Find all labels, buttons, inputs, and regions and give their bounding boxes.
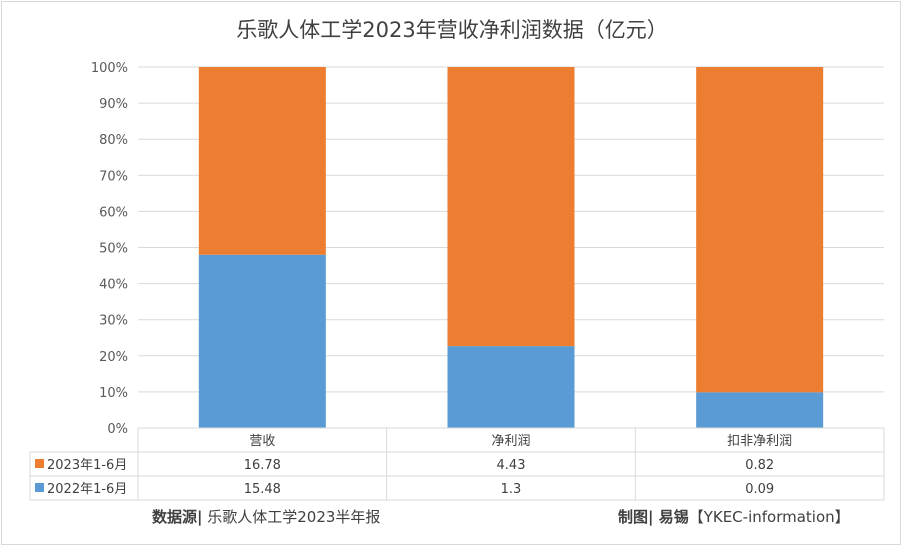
source-footer: 数据源| 乐歌人体工学2023半年报 (152, 506, 380, 527)
y-tick-label: 60% (99, 205, 128, 220)
y-tick-label: 80% (99, 133, 128, 148)
data-label: 1.3 (501, 482, 522, 497)
legend-label: 2022年1-6月 (47, 482, 127, 497)
bar-segment (447, 67, 575, 347)
data-label: 16.78 (244, 458, 281, 473)
source-text: 乐歌人体工学2023半年报 (202, 508, 381, 526)
data-label: 0.82 (745, 458, 774, 473)
legend-label: 2023年1-6月 (47, 458, 127, 473)
bar-segment (447, 346, 575, 428)
y-tick-label: 0% (107, 422, 128, 437)
y-tick-label: 90% (99, 97, 128, 112)
y-tick-label: 20% (99, 350, 128, 365)
credit-label: 制图| 易锡 (618, 508, 689, 526)
y-tick-label: 10% (99, 386, 128, 401)
data-label: 4.43 (497, 458, 526, 473)
category-label: 扣非净利润 (727, 434, 792, 449)
chart-title: 乐歌人体工学2023年营收净利润数据（亿元） (236, 18, 668, 42)
category-label: 营收 (249, 434, 275, 449)
y-tick-label: 100% (91, 61, 128, 76)
source-label: 数据源| (152, 508, 203, 526)
bar-segment (198, 254, 326, 428)
bar-segment (696, 67, 824, 393)
legend-swatch (35, 483, 44, 492)
data-label: 0.09 (745, 482, 774, 497)
y-tick-label: 30% (99, 314, 128, 329)
credit-footer: 制图| 易锡【YKEC-information】 (618, 506, 850, 527)
credit-text: 【YKEC-information】 (688, 508, 850, 526)
legend-swatch (35, 459, 44, 468)
y-tick-label: 40% (99, 278, 128, 293)
bar-segment (696, 392, 824, 428)
bar-segment (198, 67, 326, 255)
data-label: 15.48 (244, 482, 281, 497)
y-tick-label: 50% (99, 242, 128, 257)
category-label: 净利润 (491, 434, 530, 449)
y-tick-label: 70% (99, 169, 128, 184)
